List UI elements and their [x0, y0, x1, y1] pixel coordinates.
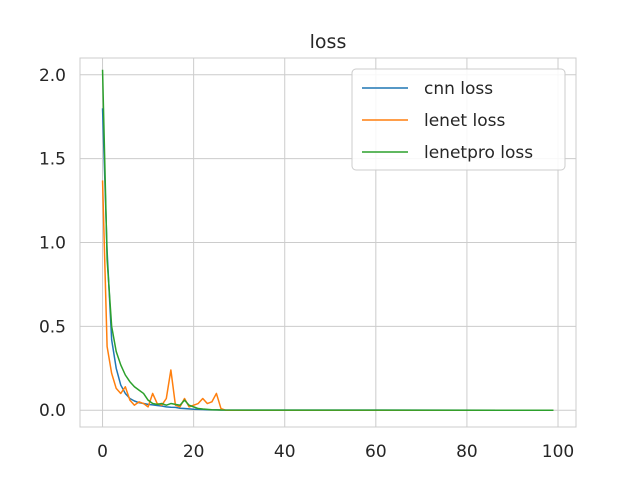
plot-area-frame — [79, 57, 577, 428]
x-tick-label: 80 — [456, 442, 478, 462]
x-tick-label: 60 — [365, 442, 387, 462]
series-line-2 — [101, 69, 554, 411]
x-tick-label: 40 — [274, 442, 296, 462]
y-tick-label: 0.0 — [39, 401, 66, 421]
x-tick-label: 20 — [183, 442, 205, 462]
legend: cnn loss lenet loss lenetpro loss — [351, 68, 566, 171]
y-tick-label: 2.0 — [39, 66, 66, 86]
y-tick-label: 1.5 — [39, 150, 66, 170]
x-axis-ticks: 0 20 40 60 80 100 — [97, 442, 574, 462]
y-tick-label: 1.0 — [39, 234, 66, 254]
chart-title: loss — [310, 31, 347, 53]
x-tick-label: 0 — [97, 442, 108, 462]
series-lines — [101, 69, 554, 411]
x-tick-label: 100 — [542, 442, 574, 462]
y-axis-ticks: 0.0 0.5 1.0 1.5 2.0 — [39, 66, 66, 421]
legend-label-2: lenetpro loss — [424, 143, 533, 163]
y-tick-label: 0.5 — [39, 317, 66, 337]
legend-box — [351, 68, 566, 171]
series-line-1 — [101, 180, 554, 411]
legend-label-0: cnn loss — [424, 79, 493, 99]
legend-label-1: lenet loss — [424, 111, 505, 131]
